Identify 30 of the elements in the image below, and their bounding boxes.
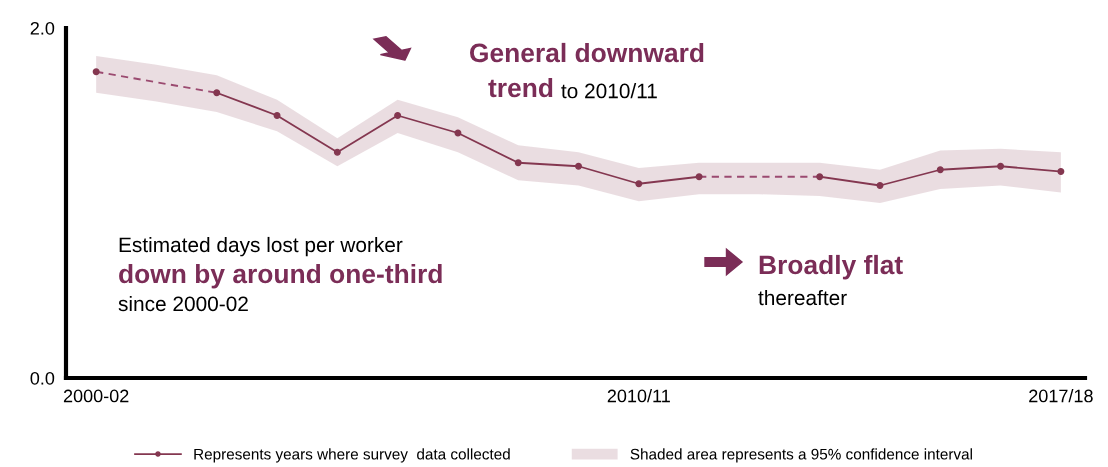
- annotation: thereafter: [758, 289, 847, 306]
- point: [575, 162, 582, 170]
- point: [936, 166, 944, 174]
- y-tick-label: 2.0: [30, 21, 55, 35]
- annotation: General downward: [470, 42, 704, 63]
- point: [1057, 168, 1065, 175]
- point: [273, 112, 281, 119]
- point: [876, 182, 884, 189]
- annotation: since 2000-02: [118, 295, 248, 312]
- x-tick-label: 2000-02: [63, 389, 129, 403]
- point: [333, 148, 341, 156]
- point: [394, 112, 402, 119]
- x-tick-label: 2010/11: [607, 389, 670, 403]
- x-tick-label: 2017/18: [1029, 389, 1093, 403]
- point: [92, 68, 100, 76]
- annotation: Broadly flat: [759, 254, 903, 280]
- y-tick-label: 0.0: [30, 371, 55, 385]
- legend-label: Represents years where survey data collected: [194, 448, 510, 463]
- annotation: down by around one-third: [119, 263, 442, 289]
- annotation: to 2010/11: [561, 83, 657, 99]
- annotation: Estimated days lost per worker: [119, 236, 403, 257]
- text: Shaded area represents a 95% confidence interval: [630, 448, 972, 463]
- point: [695, 173, 703, 181]
- point: [997, 162, 1005, 170]
- annotation: trend: [488, 77, 553, 98]
- point: [213, 89, 221, 97]
- point: [816, 173, 824, 181]
- point: [635, 180, 643, 188]
- point: [514, 159, 522, 167]
- point: [454, 129, 462, 137]
